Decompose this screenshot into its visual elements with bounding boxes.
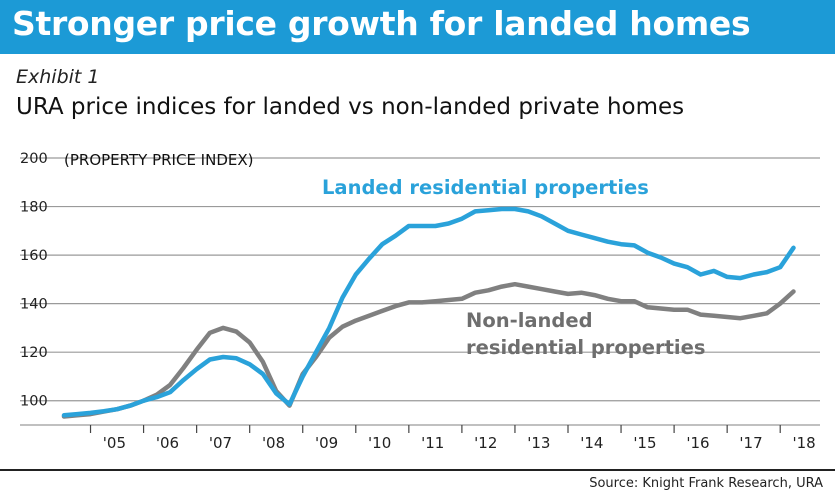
y-axis-label: (PROPERTY PRICE INDEX)	[64, 151, 254, 169]
x-tick-label: '14	[580, 434, 603, 452]
y-tick-label: 200	[20, 151, 48, 167]
x-tick-label: '17	[739, 434, 762, 452]
x-tick-label: '06	[156, 434, 179, 452]
x-tick-label: '13	[527, 434, 550, 452]
x-tick-label: '16	[686, 434, 709, 452]
title-banner: Stronger price growth for landed homes	[0, 0, 835, 54]
source-note: Source: Knight Frank Research, URA	[589, 476, 823, 491]
series-lines	[61, 206, 796, 419]
series-line-non-landed	[61, 281, 796, 419]
chart-subtitle: URA price indices for landed vs non-land…	[16, 94, 685, 120]
exhibit-label: Exhibit 1	[16, 66, 100, 88]
y-tick-label: 100	[20, 394, 48, 410]
y-tick-label: 160	[20, 248, 48, 264]
x-tick-label: '09	[315, 434, 338, 452]
x-tick-label: '10	[368, 434, 391, 452]
x-tick-label: '05	[103, 434, 126, 452]
series-line-landed	[61, 206, 796, 418]
y-tick-label: 140	[20, 297, 48, 313]
annotation-non-landed-line1: Non-landed	[466, 309, 593, 332]
chart-title: Stronger price growth for landed homes	[12, 4, 751, 43]
x-tick-label: '08	[262, 434, 285, 452]
x-tick-label: '12	[474, 434, 497, 452]
y-tick-label: 120	[20, 345, 48, 361]
x-tick-label: '11	[421, 434, 444, 452]
annotation-non-landed-line2: residential properties	[466, 336, 705, 359]
annotation-landed: Landed residential properties	[322, 176, 649, 199]
y-tick-label: 180	[20, 200, 48, 216]
x-tick-label: '15	[633, 434, 656, 452]
x-tick-label: '18	[792, 434, 815, 452]
y-axis-ticks: 100 120 140 160 180 200	[20, 151, 48, 410]
x-axis-ticks: '05 '06 '07 '08 '09 '10 '11 '12 '13 '14 '15 '16 '17 '…	[89, 425, 816, 452]
x-tick-label: '07	[209, 434, 232, 452]
